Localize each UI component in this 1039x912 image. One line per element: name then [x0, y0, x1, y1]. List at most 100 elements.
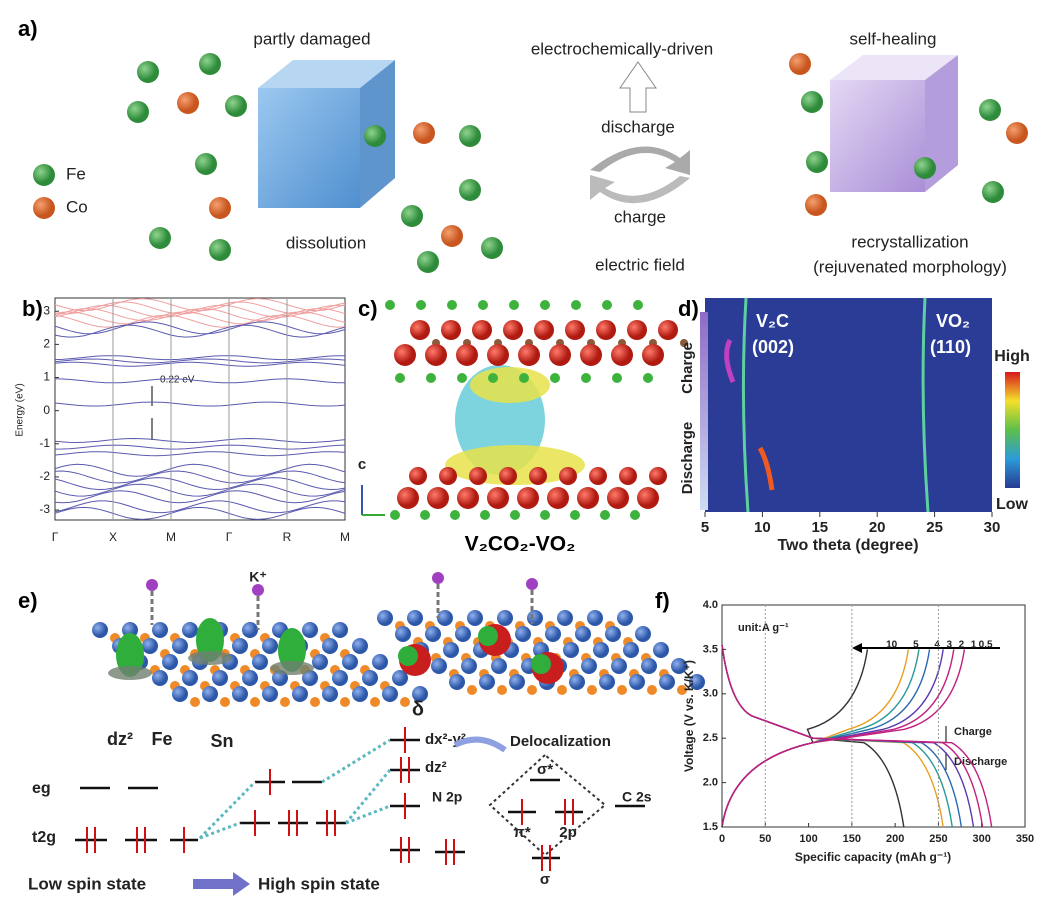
- y-tick-label: 0: [43, 403, 50, 417]
- atom: [450, 510, 460, 520]
- atom: [252, 584, 264, 596]
- unit-label: unit:A g⁻¹: [738, 622, 789, 634]
- band: [54, 321, 346, 335]
- x-tick-label: 150: [843, 833, 861, 845]
- atom: [364, 125, 386, 147]
- colorbar-label: High: [994, 348, 1030, 365]
- atom: [557, 610, 573, 626]
- atom: [488, 373, 498, 383]
- arrow: [590, 175, 690, 204]
- atom: [407, 610, 423, 626]
- peak-trace: [921, 297, 930, 513]
- atom: [1006, 122, 1028, 144]
- orbital: [478, 626, 498, 646]
- peak-label: (110): [930, 337, 971, 357]
- label: 2p: [559, 824, 577, 841]
- atom: [540, 510, 550, 520]
- atom: [623, 642, 639, 658]
- atom: [982, 181, 1004, 203]
- atom: [540, 300, 550, 310]
- arrow: [590, 146, 690, 175]
- atom: [232, 686, 248, 702]
- connector: [199, 821, 241, 840]
- label: High spin state: [258, 874, 380, 893]
- atom: [611, 344, 633, 366]
- atom: [280, 697, 290, 707]
- atom: [362, 670, 378, 686]
- diagram-box: [488, 753, 607, 857]
- atom: [497, 685, 507, 695]
- arrow: [453, 736, 507, 753]
- panel-label: e): [18, 588, 38, 613]
- atom: [182, 670, 198, 686]
- atom: [172, 686, 188, 702]
- atom: [570, 510, 580, 520]
- band: [54, 314, 346, 328]
- atom: [409, 467, 427, 485]
- atom: [443, 642, 459, 658]
- label: δ: [412, 698, 424, 720]
- y-tick-label: -1: [39, 436, 50, 450]
- band: [54, 483, 346, 497]
- atom: [643, 373, 653, 383]
- curve: [721, 649, 955, 828]
- atom: [605, 626, 621, 642]
- atom: [569, 674, 585, 690]
- label: π*: [513, 824, 530, 841]
- rate-label: 4: [934, 640, 940, 651]
- atom: [417, 251, 439, 273]
- atom: [426, 373, 436, 383]
- atom: [559, 467, 577, 485]
- panel-f: f) Voltage (V vs. K/K⁺) Specific capacit…: [655, 588, 1026, 864]
- rate-label: 0.5: [979, 640, 993, 651]
- atom: [385, 300, 395, 310]
- atom: [232, 638, 248, 654]
- arrow: [852, 643, 862, 653]
- atom: [92, 622, 108, 638]
- atom: [635, 626, 651, 642]
- atom: [680, 339, 688, 347]
- curve: [721, 644, 993, 828]
- atom: [480, 510, 490, 520]
- atom: [441, 225, 463, 247]
- atom: [127, 101, 149, 123]
- label: σ*: [537, 761, 553, 778]
- panel-a: a) partly damaged electrochemically-driv…: [18, 16, 1028, 276]
- axis-label: Specific capacity (mAh g⁻¹): [795, 850, 951, 864]
- x-tick-label: 0: [719, 833, 725, 845]
- atom: [332, 622, 348, 638]
- band: [54, 470, 346, 484]
- atom: [461, 658, 477, 674]
- atom: [467, 685, 477, 695]
- atom: [467, 610, 483, 626]
- atom: [209, 239, 231, 261]
- atom: [914, 157, 936, 179]
- band: [54, 358, 346, 364]
- atom: [518, 344, 540, 366]
- peak-label: VO₂: [936, 311, 970, 331]
- atom: [547, 487, 569, 509]
- x-tick-label: 20: [869, 519, 886, 536]
- legend-label: Co: [66, 197, 88, 216]
- atom: [177, 92, 199, 114]
- orbital: [188, 651, 232, 665]
- side-label: Discharge: [679, 422, 696, 495]
- atom: [252, 654, 268, 670]
- atom: [410, 320, 430, 340]
- panel-label: d): [678, 296, 699, 321]
- colorbar: [1005, 372, 1020, 488]
- atom: [377, 610, 393, 626]
- atom: [600, 510, 610, 520]
- atom: [439, 467, 457, 485]
- atom: [397, 487, 419, 509]
- curve: [721, 649, 966, 828]
- x-tick-label: 250: [929, 833, 947, 845]
- atom: [352, 686, 368, 702]
- atom: [322, 638, 338, 654]
- atom: [627, 320, 647, 340]
- atom: [312, 654, 328, 670]
- healed-cube: [830, 55, 958, 192]
- x-tick-label: R: [283, 530, 292, 544]
- atoms: [127, 53, 1028, 273]
